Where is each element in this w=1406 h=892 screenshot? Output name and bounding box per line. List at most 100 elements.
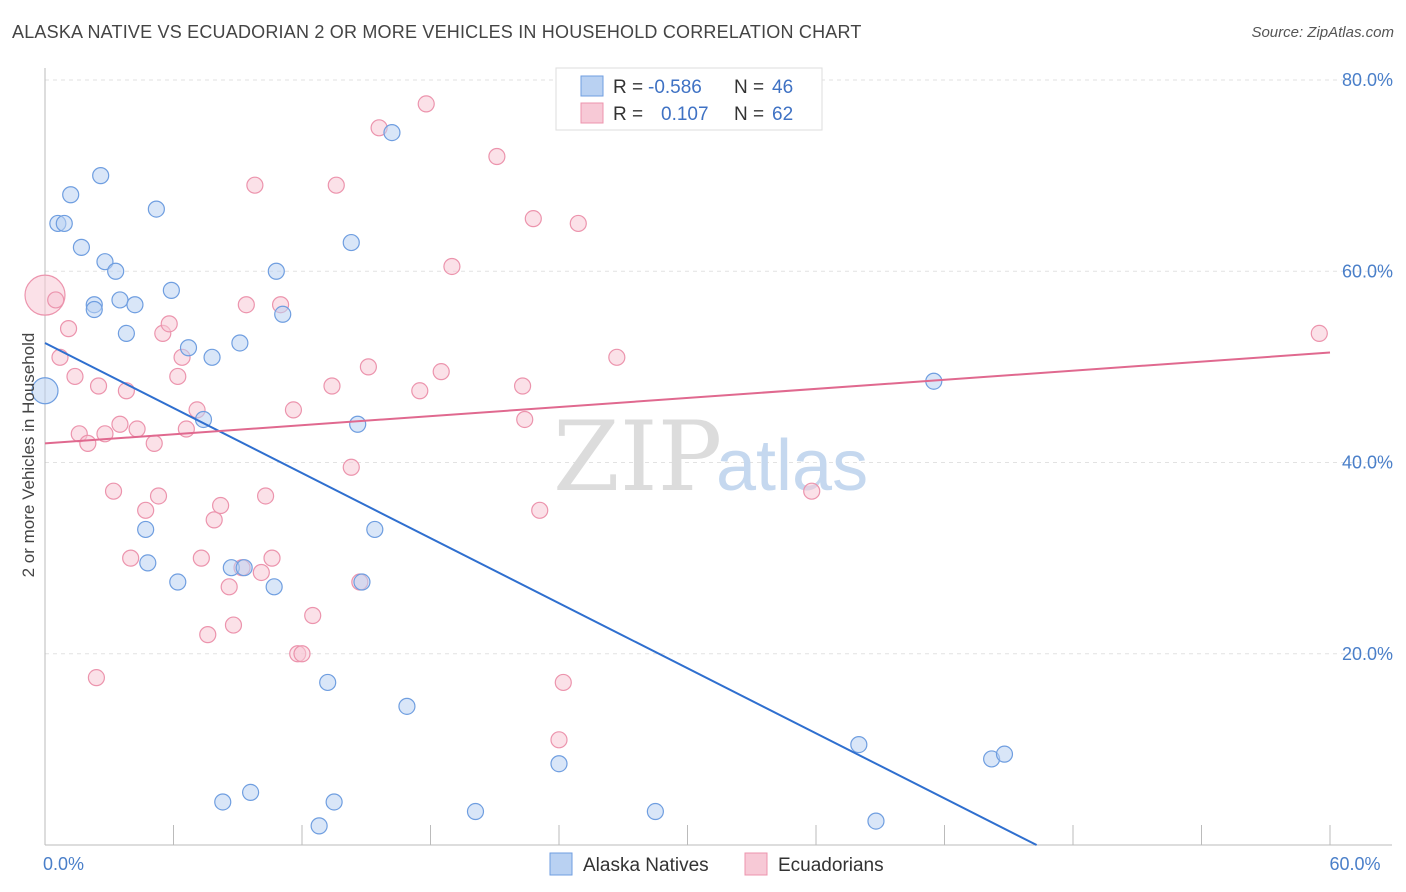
ecuadorians-point-17 xyxy=(149,487,168,505)
alaska-natives-point-2 xyxy=(55,214,73,233)
trend-lines xyxy=(44,342,1331,846)
alaska-natives-point-21 xyxy=(214,793,232,811)
ecuadorians-point-4 xyxy=(66,367,84,386)
ecuadorians-point-60 xyxy=(803,482,821,500)
top-legend: R = -0.586 N = 46 R = 0.107 N = 62 xyxy=(555,67,823,131)
alaska-natives-point-34 xyxy=(353,573,371,591)
legend-r-label-alaska: R = xyxy=(613,77,643,98)
alaska-natives-point-8 xyxy=(96,253,114,271)
ecuadorians-point-42 xyxy=(327,176,345,194)
watermark-zip: ZIP xyxy=(553,401,722,513)
alaska-natives-point-42 xyxy=(867,812,885,830)
ecuadorians-point-52 xyxy=(513,377,532,395)
ecuadorians-point-29 xyxy=(224,616,243,634)
alaska-natives-point-15 xyxy=(147,200,165,218)
bottom-legend-swatch-ecuadorians xyxy=(744,852,768,876)
y-axis-label: 2 or more Vehicles in Household xyxy=(19,333,38,578)
alaska-natives-point-0 xyxy=(31,377,59,405)
chart-title: ALASKA NATIVE VS ECUADORIAN 2 OR MORE VE… xyxy=(12,22,862,42)
ecuadorians-point-27 xyxy=(212,496,230,515)
ecuadorians-point-7 xyxy=(87,669,106,687)
ecuadorians-point-11 xyxy=(111,415,129,433)
ecuadorians-point-49 xyxy=(432,363,450,381)
ecuadorians-point-41 xyxy=(323,377,341,395)
alaska-natives-point-10 xyxy=(111,291,129,309)
source-label: Source: ZipAtlas.com xyxy=(1251,24,1394,41)
alaska-natives-point-36 xyxy=(383,123,401,142)
ecuadorians-point-3 xyxy=(59,320,78,338)
alaska-natives-point-13 xyxy=(137,520,155,539)
ecuadorians-point-2 xyxy=(51,348,69,366)
ecuadorians-point-19 xyxy=(160,315,178,333)
ecuadorians-point-57 xyxy=(554,673,572,692)
ecuadorians-point-40 xyxy=(304,606,322,625)
alaska-natives-point-30 xyxy=(319,673,337,692)
ecuadorians-point-48 xyxy=(417,95,435,113)
alaska-natives-point-39 xyxy=(550,755,568,773)
alaska-natives-point-20 xyxy=(203,348,221,366)
alaska-natives-point-7 xyxy=(92,167,110,185)
ecuadorians-point-53 xyxy=(516,410,534,429)
legend-n-value-ecuadorians: 62 xyxy=(772,104,793,125)
alaska-natives-point-18 xyxy=(179,339,198,357)
legend-r-value-alaska: -0.586 xyxy=(648,77,702,98)
x-tick-label-60: 60.0% xyxy=(1329,854,1380,874)
legend-n-value-alaska: 46 xyxy=(772,77,793,98)
ecuadorians-point-61 xyxy=(1310,324,1328,343)
ecuadorians-points xyxy=(24,95,1328,749)
alaska-natives-point-14 xyxy=(139,554,157,572)
alaska-natives-point-27 xyxy=(267,262,285,280)
ecuadorians-point-50 xyxy=(443,257,461,276)
alaska-natives-point-12 xyxy=(126,296,144,314)
ecuadorians-point-14 xyxy=(128,420,146,438)
ecuadorians-point-20 xyxy=(169,367,187,386)
alaska-natives-point-16 xyxy=(162,281,180,299)
ecuadorians-point-31 xyxy=(237,296,255,314)
alaska-natives-point-33 xyxy=(349,415,367,433)
ecuadorians-point-15 xyxy=(137,501,155,519)
ecuadorians-point-45 xyxy=(359,358,377,376)
alaska-natives-trend-line xyxy=(44,342,1038,846)
bottom-legend-swatch-alaska xyxy=(549,852,573,876)
ecuadorians-point-33 xyxy=(252,563,270,582)
legend-n-label-alaska: N = xyxy=(734,77,764,98)
alaska-natives-point-29 xyxy=(310,817,328,835)
alaska-natives-point-35 xyxy=(366,520,384,539)
ecuadorians-point-55 xyxy=(531,501,549,519)
y-tick-label-20: 20.0% xyxy=(1342,644,1393,664)
ecuadorians-point-10 xyxy=(104,482,123,500)
alaska-natives-point-9 xyxy=(107,262,125,280)
alaska-natives-point-32 xyxy=(342,233,360,252)
y-tick-label-80: 80.0% xyxy=(1342,70,1393,90)
ecuadorians-point-56 xyxy=(550,731,568,749)
ecuadorians-point-32 xyxy=(246,176,264,194)
ecuadorians-point-26 xyxy=(205,511,223,529)
alaska-natives-point-41 xyxy=(850,735,868,754)
y-tick-label-60: 60.0% xyxy=(1342,261,1393,281)
alaska-natives-point-3 xyxy=(62,186,80,204)
alaska-natives-point-23 xyxy=(231,334,249,352)
ecuadorians-point-54 xyxy=(524,210,542,228)
watermark-atlas: atlas xyxy=(716,426,868,506)
ecuadorians-trend-line xyxy=(44,351,1331,445)
legend-r-label-ecuadorians: R = xyxy=(613,104,643,125)
legend-n-label-ecuadorians: N = xyxy=(734,104,764,125)
axes xyxy=(44,68,1392,846)
alaska-natives-point-6 xyxy=(85,300,103,319)
ecuadorians-point-43 xyxy=(342,458,360,476)
ecuadorians-point-47 xyxy=(411,382,429,400)
x-tick-label-0: 0.0% xyxy=(43,854,84,874)
ecuadorians-point-28 xyxy=(220,578,238,596)
tick-labels: 20.0% 40.0% 60.0% 80.0% 0.0% 60.0% xyxy=(43,70,1393,874)
alaska-natives-point-24 xyxy=(235,559,253,577)
ecuadorians-point-16 xyxy=(145,434,163,452)
ecuadorians-point-9 xyxy=(96,425,114,443)
alaska-natives-point-26 xyxy=(265,578,283,596)
ecuadorians-point-13 xyxy=(122,549,140,567)
bottom-legend-label-alaska: Alaska Natives xyxy=(583,855,709,876)
alaska-natives-point-40 xyxy=(646,802,664,821)
ecuadorians-point-37 xyxy=(284,401,303,419)
alaska-natives-point-11 xyxy=(117,324,135,343)
alaska-natives-point-4 xyxy=(72,238,91,256)
